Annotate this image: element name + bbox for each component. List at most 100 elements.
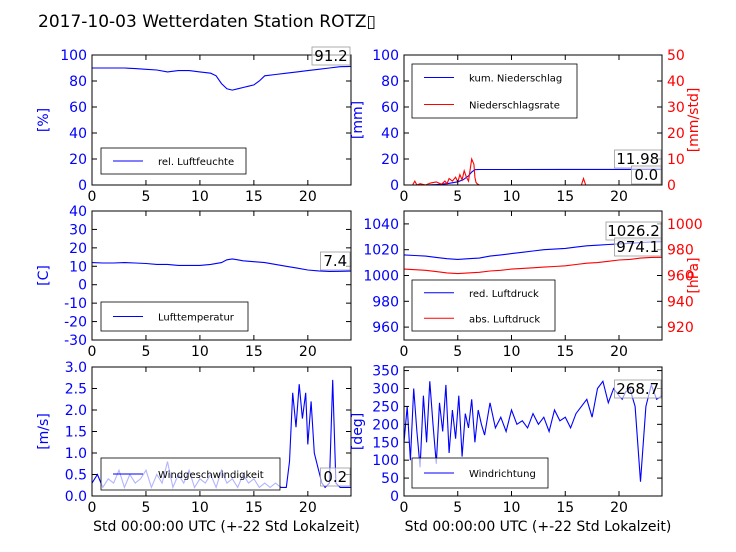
legend-label: abs. Luftdruck xyxy=(469,314,540,325)
y2-tick-label: 980 xyxy=(667,243,694,259)
y-tick-label: 80 xyxy=(69,74,87,90)
y-tick-label: 30 xyxy=(69,222,87,238)
last-value-label-box xyxy=(320,251,351,271)
legend: Windrichtung xyxy=(411,457,549,489)
legend-label: red. Luftdruck xyxy=(469,289,539,300)
x-tick-label: 5 xyxy=(453,189,462,205)
legend: Lufttemperatur xyxy=(100,301,249,332)
y-tick-label: 1040 xyxy=(363,217,399,233)
last-value2-label: 974.1 xyxy=(616,238,659,256)
series-line-temperature-0 xyxy=(92,258,351,272)
x-tick-label: 5 xyxy=(141,189,150,205)
y-tick-label: 0 xyxy=(390,489,399,505)
y-tick-label: 200 xyxy=(372,417,399,433)
y2-tick-label: 20 xyxy=(667,126,685,142)
x-axis-label: Std 00:00:00 UTC (+-22 Std Lokalzeit) xyxy=(405,519,672,535)
y-tick-label: 3.0 xyxy=(65,360,87,376)
x-tick-label: 20 xyxy=(299,500,317,516)
y-tick-label: 100 xyxy=(60,48,87,64)
chart-windspeed: 0 5 10 15 20 0.0 0.5 1.0 1.5 2.0 2.5 3.0 [m/s] Std 00… xyxy=(36,360,360,535)
x-tick-label: 10 xyxy=(191,500,209,516)
legend-label: rel. Luftfeuchte xyxy=(158,157,234,168)
plot-frame xyxy=(403,54,663,186)
y2-tick-label: 0 xyxy=(667,178,676,194)
x-axis-label: Std 00:00:00 UTC (+-22 Std Lokalzeit) xyxy=(93,519,360,535)
y-tick-label: 10 xyxy=(69,259,87,275)
x-tick-label: 20 xyxy=(610,189,628,205)
y2-tick-label: 50 xyxy=(667,48,685,64)
x-tick-label: 20 xyxy=(299,189,317,205)
chart-humidity: 0 5 10 15 20 0 20 40 60 80 100 [%] rel. Luftfeuchte 9… xyxy=(36,46,352,205)
y-tick-label: 0 xyxy=(390,178,399,194)
x-tick-label: 10 xyxy=(503,344,521,360)
y-tick-label: 1.5 xyxy=(65,425,87,441)
last-value-label: 91.2 xyxy=(314,47,347,65)
y-tick-label: 80 xyxy=(381,74,399,90)
plot-area xyxy=(92,258,351,272)
legend-label: Niederschlagsrate xyxy=(469,101,560,112)
y-tick-label: -10 xyxy=(64,296,87,312)
y-tick-label: 150 xyxy=(372,435,399,451)
y2-tick-label: 960 xyxy=(667,269,694,285)
series-line-humidity-0 xyxy=(92,65,351,91)
y-tick-label: 20 xyxy=(69,152,87,168)
x-tick-label: 15 xyxy=(556,500,574,516)
y-axis-label: [C] xyxy=(36,265,52,286)
y-tick-label: 60 xyxy=(381,100,399,116)
y2-tick-label: 1000 xyxy=(667,217,703,233)
x-tick-label: 0 xyxy=(400,500,409,516)
y-axis-label: [mm] xyxy=(350,101,366,139)
y-tick-label: 980 xyxy=(372,294,399,310)
y-tick-label: 0.0 xyxy=(65,489,87,505)
last-value-label: 7.4 xyxy=(323,252,347,270)
x-tick-label: 0 xyxy=(88,189,97,205)
y-tick-label: 0 xyxy=(78,178,87,194)
x-tick-label: 0 xyxy=(88,500,97,516)
legend-label: Lufttemperatur xyxy=(158,313,235,324)
y-tick-label: 60 xyxy=(69,100,87,116)
series-line-pressure-1 xyxy=(404,256,662,275)
legend-label: Windrichtung xyxy=(469,469,536,480)
plot-frame xyxy=(91,210,352,341)
last-value-label: 1026.2 xyxy=(607,222,660,240)
last-value-label: 268.7 xyxy=(616,380,659,398)
y-tick-label: 1000 xyxy=(363,269,399,285)
y2-tick-label: 940 xyxy=(667,294,694,310)
last-value-label: 11.98 xyxy=(616,150,659,168)
figure-title: 2017-10-03 Wetterdaten Station ROTZ▯ xyxy=(38,12,376,32)
legend-box xyxy=(411,279,556,332)
x-tick-label: 15 xyxy=(245,500,263,516)
x-tick-label: 10 xyxy=(503,500,521,516)
y-tick-label: -30 xyxy=(64,333,87,349)
y-tick-label: 2.0 xyxy=(65,403,87,419)
x-tick-label: 15 xyxy=(245,189,263,205)
x-tick-label: 0 xyxy=(88,344,97,360)
chart-precip: 0 5 10 15 20 0 20 40 60 80 100 0 10 20 30 40 50 [mm] [mm/s… xyxy=(350,48,702,205)
y-tick-label: 50 xyxy=(381,471,399,487)
plot-frame xyxy=(403,366,663,497)
y-tick-label: 2.5 xyxy=(65,382,87,398)
x-tick-label: 5 xyxy=(141,344,150,360)
x-tick-label: 15 xyxy=(245,344,263,360)
y-axis-label: [m/s] xyxy=(36,413,52,450)
y-tick-label: 960 xyxy=(372,320,399,336)
last-value-label-box xyxy=(614,379,662,399)
legend-label: kum. Niederschlag xyxy=(469,74,562,85)
x-tick-label: 0 xyxy=(400,344,409,360)
legend: kum. Niederschlag Niederschlagsrate xyxy=(411,63,578,119)
x-tick-label: 5 xyxy=(141,500,150,516)
y-tick-label: 0 xyxy=(78,278,87,294)
y2-tick-label: 40 xyxy=(667,74,685,90)
last-value2-label-box xyxy=(631,165,662,185)
x-tick-label: 20 xyxy=(610,344,628,360)
x-tick-label: 10 xyxy=(191,189,209,205)
y-tick-label: -20 xyxy=(64,315,87,331)
plot-area xyxy=(92,65,351,91)
x-tick-label: 15 xyxy=(556,344,574,360)
y-tick-label: 0.5 xyxy=(65,468,87,484)
x-tick-label: 5 xyxy=(453,344,462,360)
last-value-label-box xyxy=(311,46,351,66)
x-tick-label: 0 xyxy=(400,189,409,205)
y-tick-label: 100 xyxy=(372,453,399,469)
